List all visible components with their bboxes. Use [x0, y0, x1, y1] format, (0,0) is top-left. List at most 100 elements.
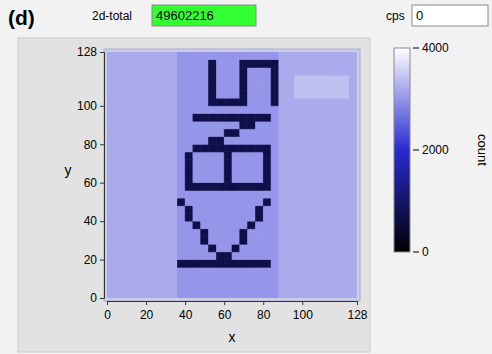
- heatmap-cell: [115, 229, 123, 237]
- heatmap-cell: [271, 114, 279, 122]
- heatmap-cell: [232, 67, 240, 75]
- heatmap-cell: [185, 114, 193, 122]
- heatmap-cell: [123, 114, 131, 122]
- heatmap-cell: [295, 98, 303, 106]
- heatmap-cell: [201, 275, 209, 283]
- heatmap-cell: [263, 283, 271, 291]
- heatmap-cell: [193, 237, 201, 245]
- heatmap-cell: [138, 60, 146, 68]
- heatmap-cell: [201, 167, 209, 175]
- heatmap-cell: [248, 206, 256, 214]
- x-tick-label: 100: [293, 308, 313, 322]
- heatmap-cell: [334, 190, 342, 198]
- heatmap-cell: [232, 183, 240, 191]
- heatmap-cell: [154, 121, 162, 129]
- heatmap-cell: [240, 252, 248, 260]
- heatmap-cell: [154, 83, 162, 91]
- heatmap-cell: [216, 183, 224, 191]
- heatmap-cell: [271, 106, 279, 114]
- heatmap-cell: [170, 52, 178, 60]
- plot-frame: [104, 49, 360, 301]
- heatmap-cell: [295, 144, 303, 152]
- heatmap-cell: [326, 175, 334, 183]
- heatmap-cell: [334, 121, 342, 129]
- heatmap-cell: [185, 260, 193, 268]
- x-tick: 0: [104, 301, 111, 322]
- x-tick-mark: [185, 301, 186, 305]
- heatmap-cell: [255, 283, 263, 291]
- heatmap-cell: [287, 52, 295, 60]
- heatmap-cell: [302, 213, 310, 221]
- heatmap-cell: [255, 144, 263, 152]
- heatmap-cell: [162, 183, 170, 191]
- heatmap-cell: [279, 67, 287, 75]
- heatmap-cell: [138, 167, 146, 175]
- heatmap-cell: [318, 229, 326, 237]
- x-tick-mark: [107, 301, 108, 305]
- heatmap-cell: [248, 267, 256, 275]
- heatmap-cell: [349, 67, 357, 75]
- heatmap-cell: [349, 52, 357, 60]
- heatmap-cell: [263, 67, 271, 75]
- heatmap-cell: [224, 206, 232, 214]
- heatmap-cell: [209, 52, 217, 60]
- heatmap-cell: [138, 198, 146, 206]
- heatmap-cell: [209, 60, 217, 68]
- heatmap-cell: [154, 167, 162, 175]
- heatmap-cell: [318, 244, 326, 252]
- heatmap-cell: [130, 190, 138, 198]
- heatmap-cell: [170, 206, 178, 214]
- heatmap-cell: [310, 60, 318, 68]
- heatmap-cell: [201, 75, 209, 83]
- heatmap-cell: [216, 90, 224, 98]
- heatmap-cell: [326, 137, 334, 145]
- heatmap-cell: [107, 275, 115, 283]
- heatmap-cell: [201, 160, 209, 168]
- heatmap-cell: [123, 129, 131, 137]
- y-tick: 60: [84, 176, 104, 190]
- heatmap-cell: [130, 175, 138, 183]
- heatmap-cell: [146, 67, 154, 75]
- heatmap-cell: [349, 237, 357, 245]
- heatmap-cell: [232, 144, 240, 152]
- heatmap-cell: [326, 221, 334, 229]
- heatmap-cell: [326, 206, 334, 214]
- heatmap-cell: [271, 121, 279, 129]
- heatmap-cell: [138, 129, 146, 137]
- heatmap-cell: [263, 267, 271, 275]
- heatmap-cell: [177, 129, 185, 137]
- heatmap-cell: [271, 75, 279, 83]
- heatmap-cell: [107, 98, 115, 106]
- heatmap-cell: [287, 75, 295, 83]
- heatmap-cell: [146, 106, 154, 114]
- heatmap-cell: [130, 152, 138, 160]
- heatmap-cell: [115, 198, 123, 206]
- heatmap-cell: [240, 175, 248, 183]
- heatmap-cell: [279, 213, 287, 221]
- field-box: [412, 5, 488, 26]
- heatmap-cell: [318, 83, 326, 91]
- heatmap-cell: [341, 67, 349, 75]
- heatmap-cell: [263, 137, 271, 145]
- heatmap-cell: [185, 206, 193, 214]
- heatmap-cell: [334, 260, 342, 268]
- heatmap-cell: [170, 152, 178, 160]
- heatmap-cell: [154, 267, 162, 275]
- heatmap-cell: [177, 98, 185, 106]
- heatmap-cell: [154, 190, 162, 198]
- heatmap-cell: [240, 90, 248, 98]
- heatmap-cell: [201, 121, 209, 129]
- heatmap-cell: [201, 190, 209, 198]
- heatmap-cell: [170, 121, 178, 129]
- heatmap-cell: [240, 283, 248, 291]
- heatmap-cell: [255, 198, 263, 206]
- heatmap-cell: [193, 75, 201, 83]
- heatmap-cell: [232, 275, 240, 283]
- heatmap-cell: [138, 275, 146, 283]
- heatmap-cell: [162, 167, 170, 175]
- heatmap-cell: [107, 260, 115, 268]
- heatmap-cell: [224, 275, 232, 283]
- heatmap-cell: [130, 275, 138, 283]
- heatmap-cell: [263, 129, 271, 137]
- heatmap-cell: [193, 167, 201, 175]
